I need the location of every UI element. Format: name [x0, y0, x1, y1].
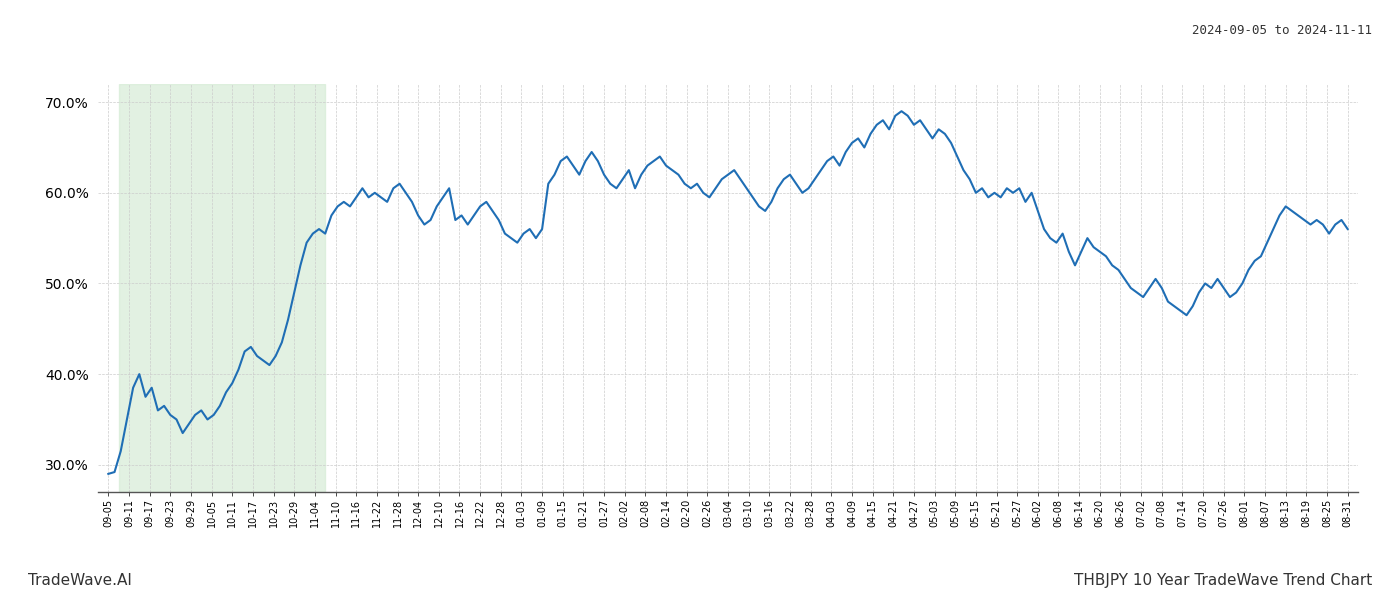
Bar: [119, 84, 325, 492]
Text: THBJPY 10 Year TradeWave Trend Chart: THBJPY 10 Year TradeWave Trend Chart: [1074, 573, 1372, 588]
Text: 2024-09-05 to 2024-11-11: 2024-09-05 to 2024-11-11: [1191, 24, 1372, 37]
Text: TradeWave.AI: TradeWave.AI: [28, 573, 132, 588]
